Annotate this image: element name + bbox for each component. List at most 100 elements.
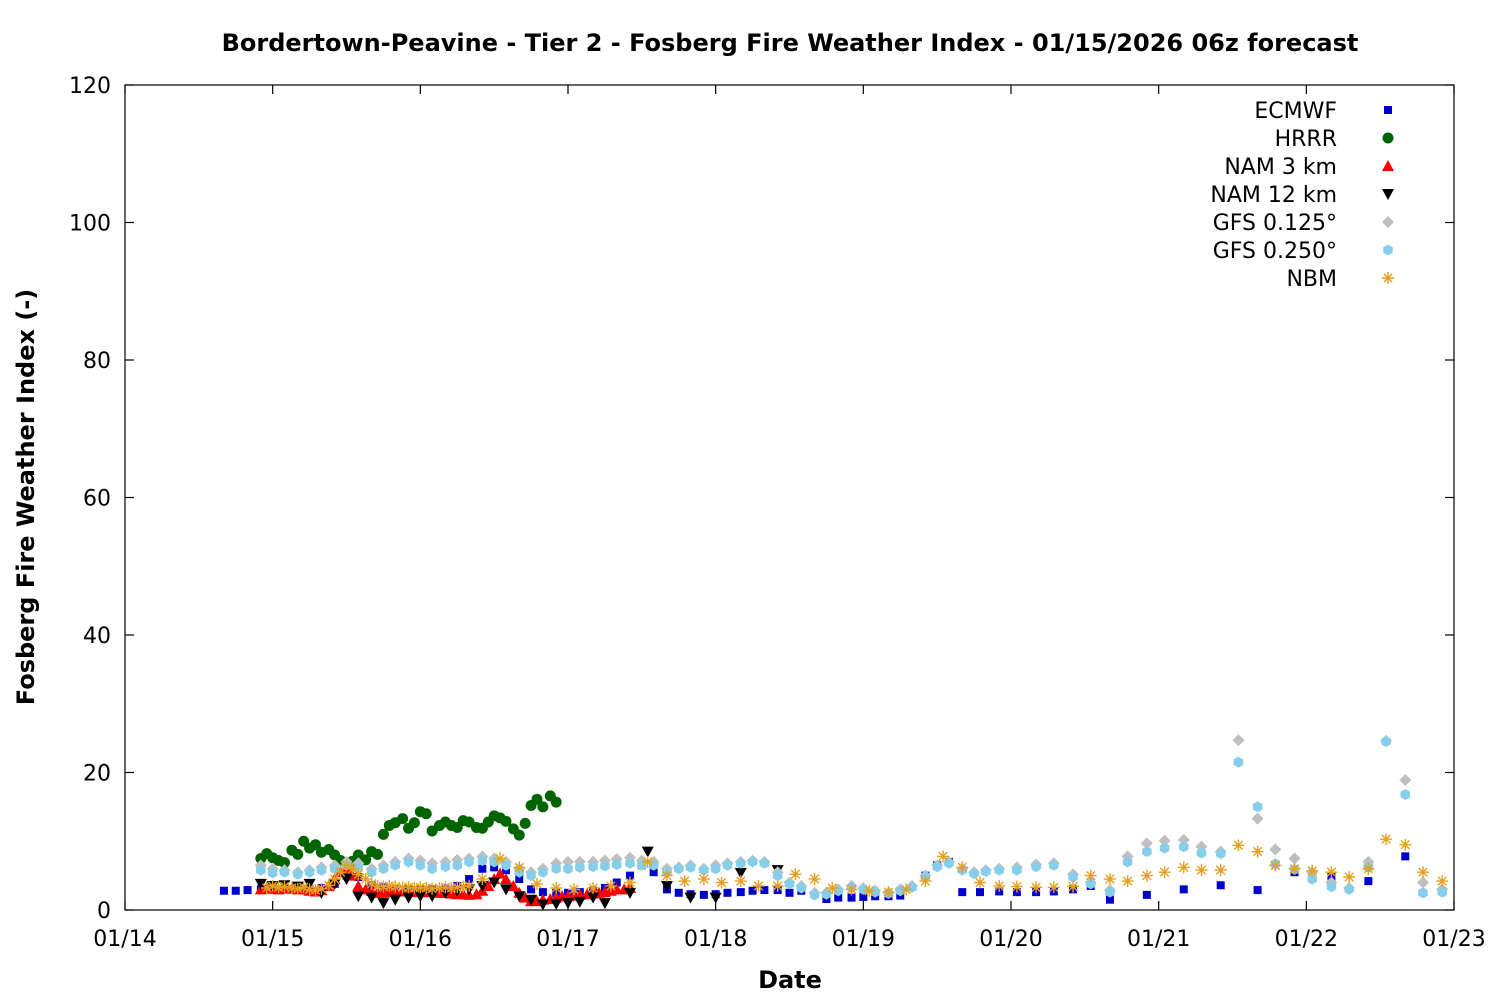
data-point [1105, 895, 1114, 904]
plot-frame [124, 84, 1455, 911]
legend-marker [1383, 244, 1393, 256]
data-point [1437, 886, 1447, 898]
data-point [267, 867, 278, 879]
data-point [1401, 852, 1410, 861]
data-point [612, 859, 622, 871]
data-point [784, 878, 795, 890]
data-point [1196, 847, 1207, 859]
chart-title: Bordertown-Peavine - Tier 2 - Fosberg Fi… [222, 29, 1359, 57]
data-point [426, 882, 439, 895]
data-point [760, 886, 769, 895]
legend-label: NAM 3 km [1224, 155, 1337, 180]
data-point [1047, 881, 1060, 894]
data-point [969, 868, 979, 880]
data-point [1158, 866, 1171, 879]
data-point [1436, 875, 1449, 888]
data-point [567, 883, 580, 896]
data-point [1121, 875, 1134, 888]
data-point [1307, 873, 1317, 885]
data-point [243, 886, 252, 895]
data-point [789, 868, 802, 881]
data-point [334, 866, 347, 879]
data-point [575, 861, 585, 873]
data-point [1215, 848, 1226, 860]
data-point [260, 882, 273, 894]
y-tick-label: 20 [83, 762, 111, 787]
data-point [279, 866, 290, 878]
data-point [573, 896, 586, 908]
data-point [1159, 842, 1170, 854]
data-point [352, 891, 365, 903]
data-point [956, 861, 969, 874]
data-point [293, 868, 303, 880]
data-point [562, 898, 574, 910]
data-point [377, 898, 390, 910]
data-point [1105, 886, 1115, 898]
data-point [604, 879, 617, 892]
data-point [612, 878, 621, 887]
data-point [1233, 756, 1244, 768]
data-point [322, 879, 335, 892]
data-point [1325, 866, 1338, 879]
data-point [440, 861, 451, 873]
data-point [219, 886, 228, 895]
data-point [587, 892, 600, 904]
data-point [397, 813, 409, 825]
data-point [1086, 878, 1096, 890]
x-axis-label: Date [758, 966, 822, 994]
x-tick-label: 01/18 [684, 927, 747, 952]
data-point [625, 857, 635, 869]
data-point [882, 886, 895, 899]
x-tick-label: 01/14 [93, 927, 156, 952]
legend: ECMWF HRRR NAM 3 km NAM 12 km GFS 0.125° GFS … [1210, 99, 1394, 292]
data-point [292, 848, 304, 860]
data-point [699, 890, 708, 899]
data-point [316, 864, 327, 876]
data-point [975, 888, 984, 897]
data-point [465, 875, 474, 884]
x-tick-label: 01/17 [536, 927, 599, 952]
data-point [1068, 871, 1078, 883]
data-point [600, 860, 610, 872]
data-point [1362, 862, 1375, 875]
legend-marker [1382, 189, 1394, 200]
data-point [464, 856, 474, 868]
data-point [231, 886, 240, 895]
data-point [660, 869, 673, 882]
data-point [470, 888, 483, 900]
data-point [937, 850, 950, 863]
data-point [919, 875, 932, 888]
data-point [626, 871, 635, 880]
data-point [477, 855, 488, 866]
data-point [697, 873, 710, 886]
x-tick-label: 01/21 [1127, 927, 1190, 952]
data-point [674, 863, 684, 875]
data-point [1399, 774, 1412, 787]
data-point [482, 879, 495, 891]
data-point [994, 864, 1004, 876]
series-1 [255, 790, 562, 870]
data-point [266, 879, 279, 892]
data-point [1179, 841, 1189, 853]
data-point [538, 866, 548, 878]
data-point [420, 808, 432, 820]
data-point [685, 861, 696, 873]
x-tick-label: 01/23 [1422, 927, 1485, 952]
y-axis-label: Fosberg Fire Weather Index (-) [12, 289, 40, 705]
data-point [531, 877, 543, 890]
data-point [551, 863, 561, 875]
y-tick-label: 120 [69, 74, 111, 99]
data-point [710, 863, 721, 875]
x-tick-label: 01/22 [1275, 927, 1338, 952]
data-point [562, 855, 574, 868]
data-point [377, 828, 389, 840]
x-ticks: 01/14 01/15 01/16 01/17 01/18 01/19 01/20 01/21… [93, 85, 1486, 952]
legend-marker [1382, 216, 1394, 228]
data-point [981, 866, 991, 877]
legend-label: ECMWF [1254, 99, 1337, 124]
data-point [537, 801, 549, 813]
data-point [587, 882, 600, 894]
series-5 [256, 736, 1447, 901]
data-point [1288, 862, 1301, 875]
data-point [715, 876, 728, 889]
